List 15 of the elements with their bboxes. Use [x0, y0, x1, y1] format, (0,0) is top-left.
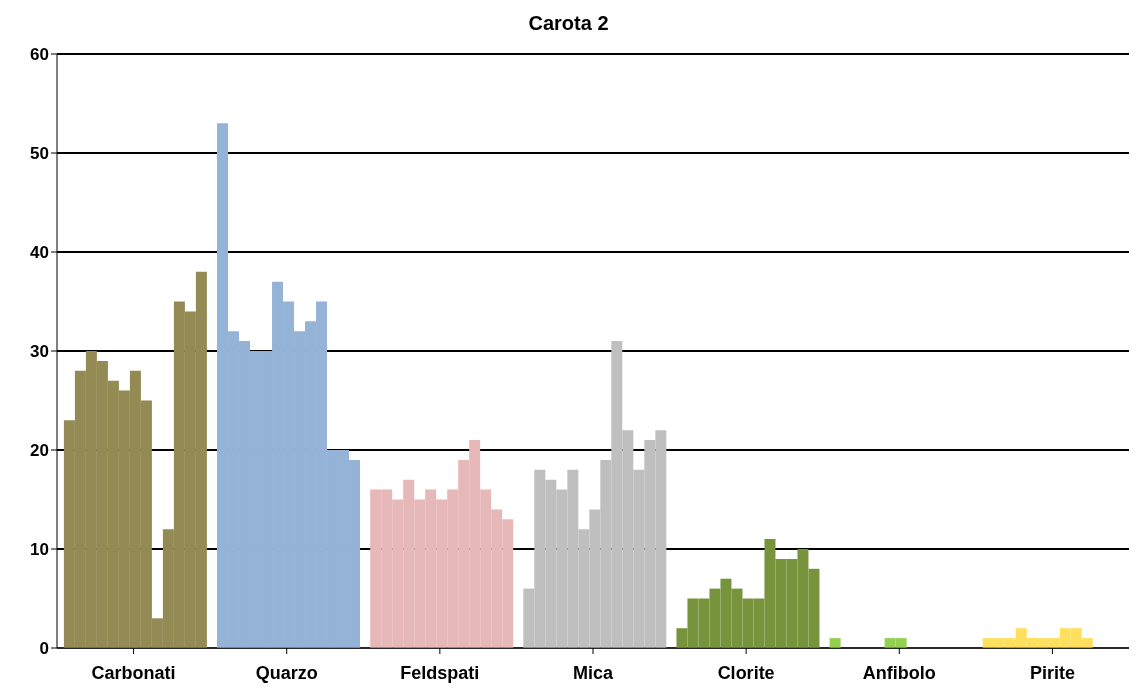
- y-tick-label: 50: [30, 144, 49, 164]
- chart-title: Carota 2: [527, 11, 610, 36]
- x-tick-label: Pirite: [1029, 662, 1075, 683]
- y-tick-label: 20: [30, 441, 49, 461]
- y-tick-label: 30: [30, 342, 49, 362]
- x-tick-label: Anfibolo: [862, 662, 936, 683]
- y-tick-label: 40: [30, 243, 49, 263]
- y-tick-label: 60: [30, 45, 49, 65]
- x-tick-label: Mica: [572, 662, 614, 683]
- x-tick-label: Clorite: [717, 662, 775, 683]
- y-tick-label: 10: [30, 540, 49, 560]
- x-tick-label: Carbonati: [91, 662, 176, 683]
- x-tick-label: Quarzo: [255, 662, 318, 683]
- x-tick-label: Feldspati: [400, 662, 480, 683]
- y-tick-label: 0: [39, 639, 49, 659]
